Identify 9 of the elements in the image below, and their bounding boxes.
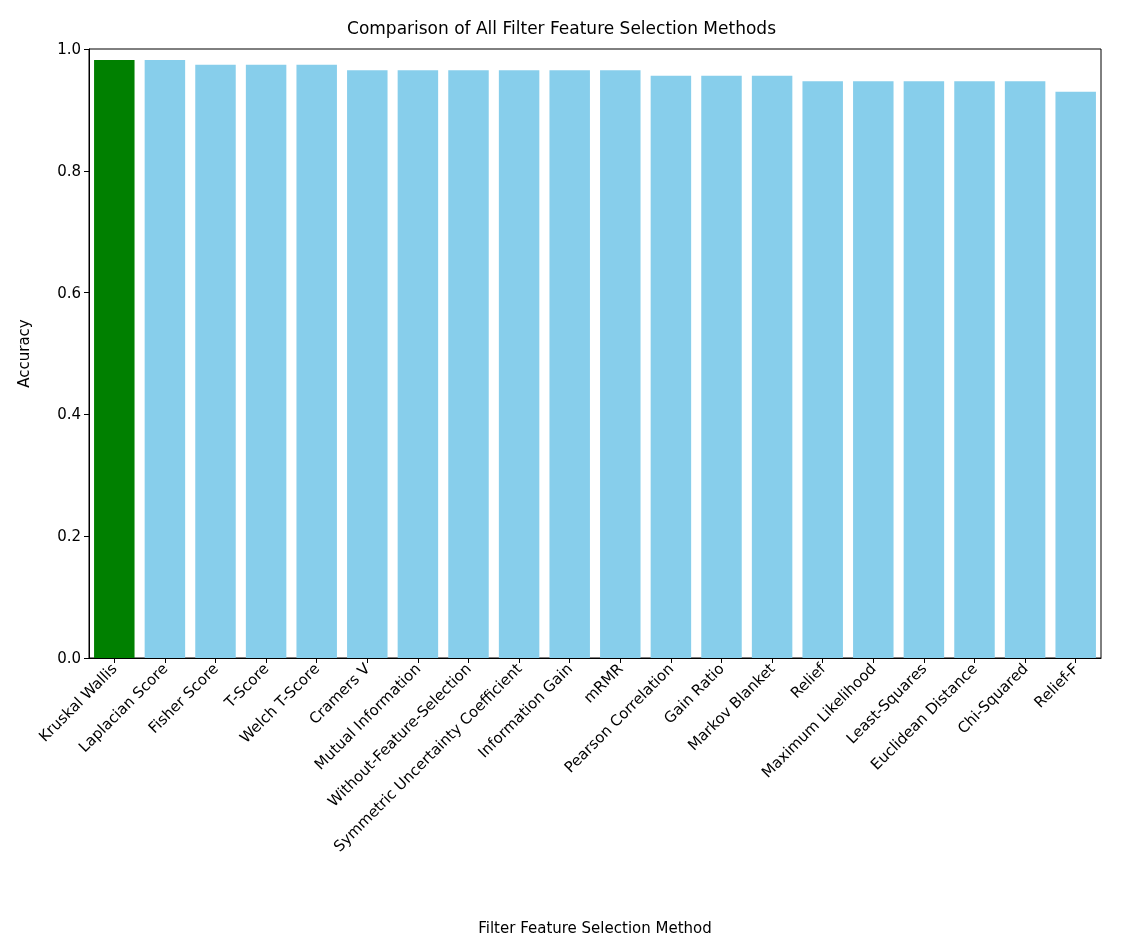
y-tick-label: 0.8	[57, 161, 81, 180]
y-tick-label: 1.0	[57, 40, 81, 58]
y-tick-label: 0.4	[57, 405, 81, 424]
y-axis-title: Accuracy	[14, 319, 33, 388]
chart-title: Comparison of All Filter Feature Selection Methods	[347, 17, 777, 38]
y-tick-label: 0.0	[57, 649, 81, 667]
x-axis-title: Filter Feature Selection Method	[478, 918, 712, 937]
y-tick-label: 0.2	[57, 527, 81, 546]
y-tick-label: 0.6	[57, 283, 81, 302]
